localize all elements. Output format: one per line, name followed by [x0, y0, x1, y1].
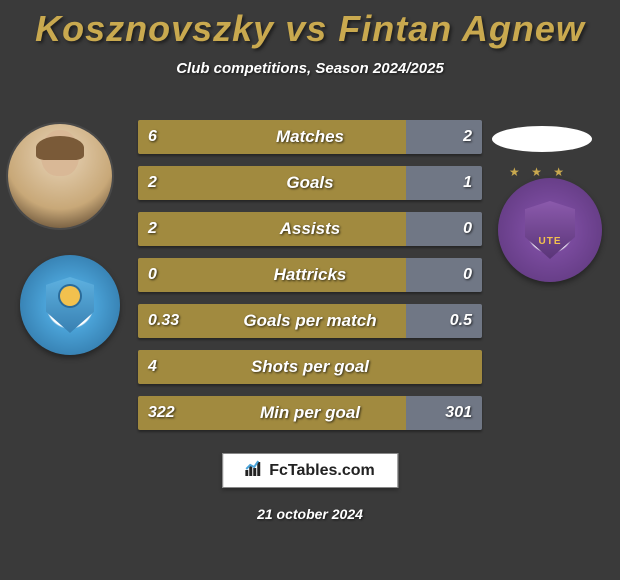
- stat-value-left: 322: [148, 396, 175, 430]
- stat-value-left: 0.33: [148, 304, 179, 338]
- player-placeholder-right-icon: [492, 126, 592, 152]
- stat-value-right: 0: [463, 258, 472, 292]
- stat-value-right: 0: [463, 212, 472, 246]
- brand-text: FcTables.com: [269, 462, 375, 480]
- stat-value-left: 0: [148, 258, 157, 292]
- stat-label: Shots per goal: [138, 350, 482, 384]
- stat-value-right: 1: [463, 166, 472, 200]
- brand-logo-icon: [245, 460, 263, 481]
- stat-row: Assists2 0: [138, 212, 482, 246]
- ujpest-badge-icon: [498, 178, 602, 282]
- stat-value-left: 6: [148, 120, 157, 154]
- stat-row: Goals per match0.33 0.5: [138, 304, 482, 338]
- page-title: Kosznovszky vs Fintan Agnew: [0, 0, 620, 50]
- stat-label: Matches: [138, 120, 482, 154]
- stat-value-right: 2: [463, 120, 472, 154]
- stars-icon: ★ ★ ★: [509, 165, 568, 179]
- stat-row: Shots per goal4: [138, 350, 482, 384]
- stat-label: Goals: [138, 166, 482, 200]
- stat-label: Hattricks: [138, 258, 482, 292]
- stat-value-left: 4: [148, 350, 157, 384]
- stats-container: Matches62Goals21Assists20Hattricks00Goal…: [138, 120, 482, 442]
- stat-label: Min per goal: [138, 396, 482, 430]
- stat-label: Goals per match: [138, 304, 482, 338]
- subtitle: Club competitions, Season 2024/2025: [0, 60, 620, 77]
- date-label: 21 october 2024: [0, 506, 620, 522]
- stat-value-right: 301: [445, 396, 472, 430]
- stat-value-right: 0.5: [450, 304, 472, 338]
- mtk-budapest-badge-icon: [20, 255, 120, 355]
- stat-value-left: 2: [148, 212, 157, 246]
- stat-row: Hattricks0 0: [138, 258, 482, 292]
- stat-row: Goals2 1: [138, 166, 482, 200]
- stat-row: Min per goal322 301: [138, 396, 482, 430]
- player-avatar-left: [8, 124, 112, 228]
- stat-row: Matches6 2: [138, 120, 482, 154]
- stat-value-left: 2: [148, 166, 157, 200]
- stat-label: Assists: [138, 212, 482, 246]
- brand-link[interactable]: FcTables.com: [222, 453, 398, 488]
